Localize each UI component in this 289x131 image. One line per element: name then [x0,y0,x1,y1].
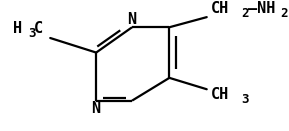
Text: CH: CH [211,1,229,16]
Text: N: N [127,12,137,27]
Text: —NH: —NH [248,1,275,16]
Text: H: H [13,21,22,36]
Text: C: C [34,21,43,36]
Text: 3: 3 [241,93,249,106]
Text: 2: 2 [280,7,288,20]
Text: 3: 3 [28,27,36,40]
Text: CH: CH [211,87,229,102]
Text: N: N [92,101,101,116]
Text: 2: 2 [241,7,249,20]
